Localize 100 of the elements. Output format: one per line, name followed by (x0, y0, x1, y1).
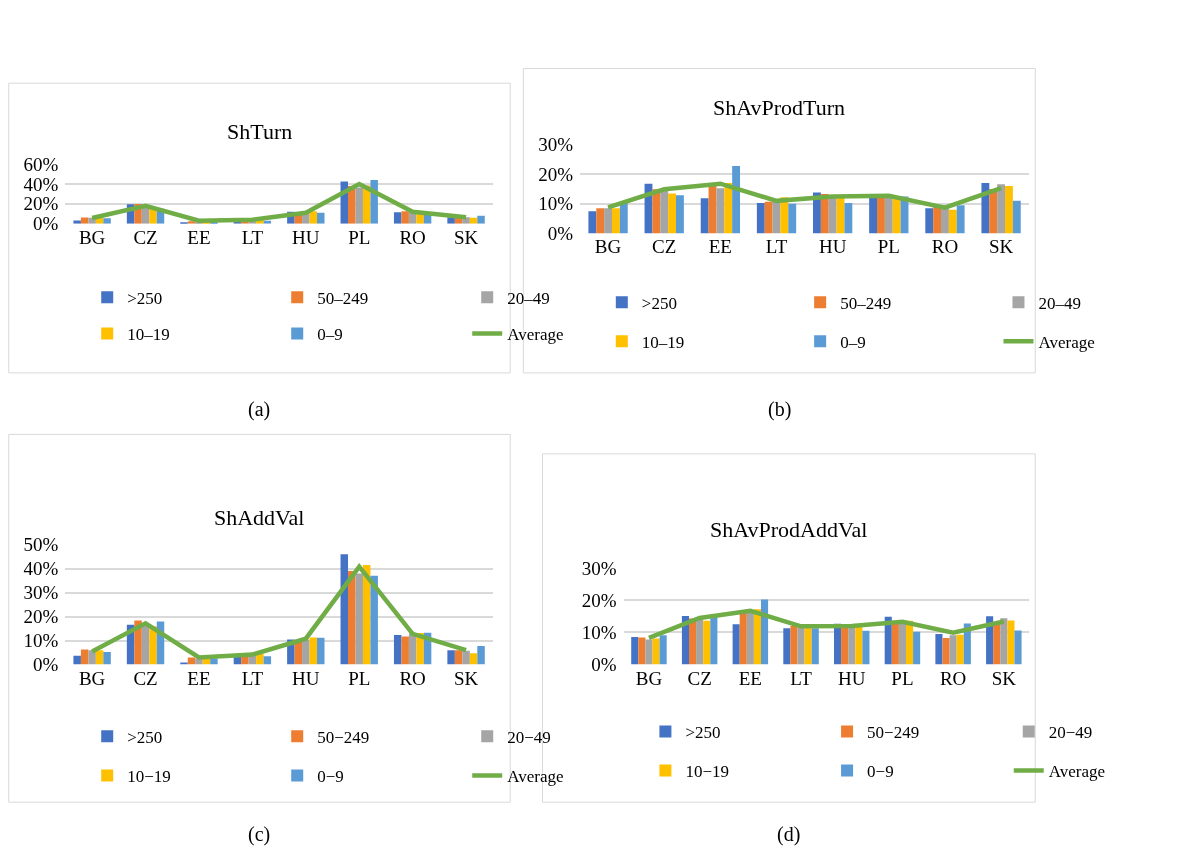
bar (596, 208, 605, 234)
x-tick-label: LT (790, 667, 813, 689)
x-tick-label: RO (939, 667, 967, 689)
bar (732, 624, 740, 665)
x-tick-label: RO (931, 236, 959, 258)
x-tick-label: EE (708, 236, 732, 258)
bar (355, 187, 363, 224)
x-tick-label: EE (187, 226, 211, 248)
bar (469, 653, 478, 665)
bar (877, 196, 885, 234)
bar (638, 637, 646, 665)
bar (612, 208, 620, 234)
bar (891, 622, 899, 665)
line-series (89, 564, 469, 660)
bar (1007, 620, 1015, 665)
bar (355, 573, 363, 665)
y-tick-label: 10% (538, 193, 574, 215)
bar (933, 206, 942, 234)
legend-label: 10−19 (127, 767, 171, 787)
bar (981, 183, 990, 234)
x-tick-label: HU (292, 226, 320, 248)
x-tick-label: BG (78, 667, 106, 689)
legend-label: >250 (127, 727, 163, 747)
x-tick-label: EE (187, 667, 211, 689)
line-series (605, 181, 1004, 210)
y-tick-label: 20% (23, 193, 59, 215)
legend-label: 0−9 (317, 767, 344, 787)
bar (393, 212, 402, 224)
bar (317, 212, 325, 224)
y-tick-label: 20% (581, 589, 617, 611)
bar (925, 208, 934, 234)
bar (942, 637, 950, 665)
bar (676, 195, 684, 234)
legend-label: 0–9 (317, 325, 343, 345)
x-tick-label: RO (399, 667, 426, 689)
chart-title: ShAddVal (214, 505, 305, 530)
bar (764, 201, 773, 234)
x-tick-label: SK (988, 236, 1014, 258)
bar (660, 190, 669, 234)
legend-label: 10–19 (127, 325, 170, 345)
y-tick-label: 30% (581, 557, 617, 579)
x-tick-label: PL (348, 226, 371, 248)
bar (477, 645, 485, 665)
bar (659, 635, 667, 665)
legend-label: >250 (127, 288, 163, 308)
legend-label: 20–49 (1038, 293, 1081, 313)
legend-label: Average (1048, 762, 1106, 782)
x-tick-label: PL (891, 667, 914, 689)
x-tick-label: CZ (687, 667, 712, 689)
bar (103, 218, 111, 224)
bar (619, 202, 628, 234)
bar (309, 637, 318, 665)
legend-label: 50−249 (317, 727, 370, 747)
text: (b) (768, 398, 792, 421)
x-tick-label: HU (818, 236, 847, 258)
x-tick-label: HU (292, 667, 320, 689)
x-tick-label: CZ (133, 667, 158, 689)
bar (447, 650, 455, 665)
bar (783, 628, 791, 665)
x-tick-label: PL (877, 236, 900, 258)
x-tick-label: RO (399, 226, 426, 248)
x-tick-label: SK (453, 667, 479, 689)
bar (716, 188, 725, 234)
y-tick-label: 20% (538, 163, 574, 185)
bar (1005, 186, 1013, 234)
text: (a) (248, 398, 271, 421)
legend-label: 10–19 (641, 332, 685, 352)
legend-label: 20–49 (507, 288, 550, 308)
bar (588, 211, 597, 234)
y-tick-label: 10% (23, 630, 59, 652)
bar (1000, 618, 1008, 665)
bar (790, 625, 798, 665)
x-tick-label: CZ (652, 236, 677, 258)
bar (746, 611, 754, 665)
bar (652, 638, 660, 665)
bar (710, 616, 718, 665)
x-tick-label: CZ (133, 226, 158, 248)
line-series (89, 181, 469, 223)
y-tick-label: 60% (23, 153, 59, 175)
bar (948, 209, 957, 234)
x-tick-label: LT (241, 667, 264, 689)
bar (739, 611, 747, 665)
text: (c) (248, 823, 271, 846)
bar (1014, 630, 1022, 665)
legend-label: 50–249 (840, 293, 892, 313)
bar (668, 193, 677, 234)
line-series (646, 608, 1007, 641)
bar (804, 625, 812, 665)
bar (317, 637, 325, 665)
bar (993, 622, 1001, 665)
chart-title: ShTurn (227, 119, 293, 144)
bar (401, 211, 409, 224)
bar (956, 634, 964, 665)
bar (73, 655, 81, 665)
x-tick-label: BG (594, 236, 622, 258)
bar (652, 189, 661, 234)
bar (462, 650, 470, 665)
bar (187, 657, 196, 665)
chart-title: ShAvProdTurn (713, 95, 846, 120)
y-tick-label: 40% (23, 173, 59, 195)
